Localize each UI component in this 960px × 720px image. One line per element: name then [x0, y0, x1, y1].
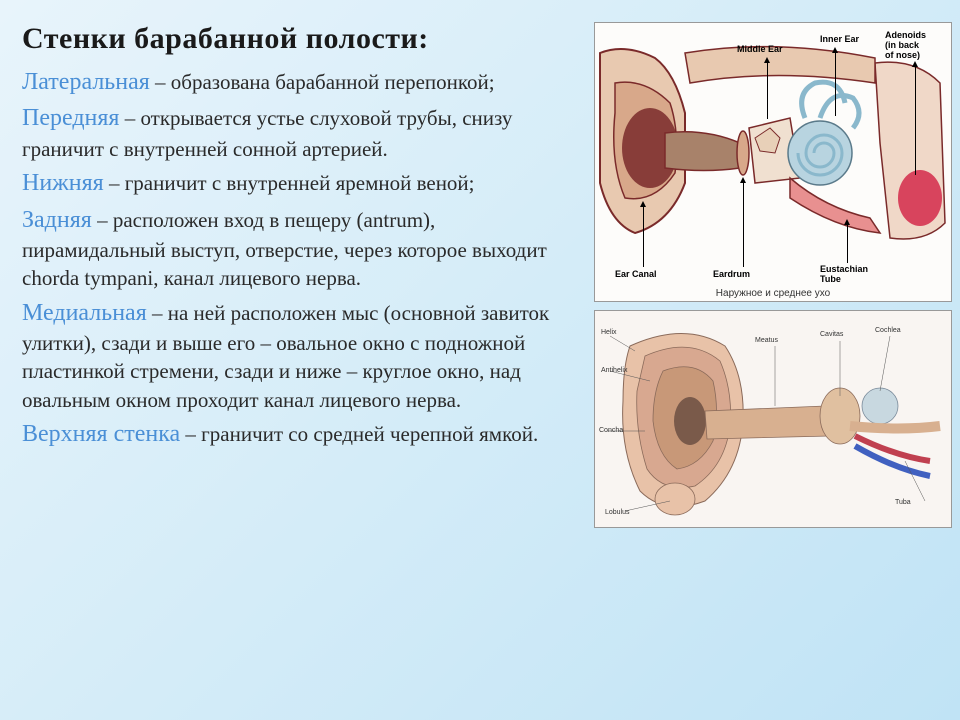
arrow-icon	[643, 205, 644, 267]
label-ear-canal: Ear Canal	[615, 270, 657, 280]
label-eardrum: Eardrum	[713, 270, 750, 280]
arrow-icon	[835, 51, 836, 116]
micro-label: Meatus	[755, 337, 778, 344]
wall-inferior: Нижняя – граничит с внутренней яремной в…	[22, 167, 582, 199]
micro-label: Tuba	[895, 499, 911, 506]
arrow-icon	[743, 181, 744, 267]
wall-desc: – расположен вход в пещеру (antrum), пир…	[22, 208, 547, 291]
wall-name: Медиальная	[22, 300, 147, 326]
label-adenoids: Adenoids (in back of nose)	[885, 31, 926, 61]
wall-medial: Медиальная – на ней расположен мыс (осно…	[22, 297, 582, 414]
wall-name: Передняя	[22, 105, 119, 131]
ear-external-diagram: Helix Antihelix Concha Lobulus Meatus Ca…	[594, 310, 952, 528]
wall-posterior: Задняя – расположен вход в пещеру (antru…	[22, 204, 582, 293]
micro-label: Helix	[601, 329, 617, 336]
label-middle-ear: Middle Ear	[737, 45, 783, 55]
wall-name: Нижняя	[22, 170, 104, 196]
wall-name: Верхняя стенка	[22, 421, 180, 447]
wall-desc: – образована барабанной перепонкой;	[150, 70, 495, 94]
label-eustachian: Eustachian Tube	[820, 265, 868, 285]
anatomy-svg	[595, 23, 953, 303]
wall-lateral: Латеральная – образована барабанной пере…	[22, 66, 582, 98]
arrow-icon	[847, 223, 848, 263]
wall-desc: – граничит с внутренней яремной веной;	[104, 171, 475, 195]
wall-anterior: Передняя – открывается устье слуховой тр…	[22, 102, 582, 163]
micro-label: Cochlea	[875, 327, 901, 334]
micro-label: Lobulus	[605, 509, 630, 516]
arrow-icon	[915, 65, 916, 175]
diagram-caption: Наружное и среднее ухо	[595, 288, 951, 299]
micro-label: Cavitas	[820, 331, 843, 338]
label-inner-ear: Inner Ear	[820, 35, 859, 45]
micro-label: Concha	[599, 427, 623, 434]
wall-superior: Верхняя стенка – граничит со средней чер…	[22, 418, 582, 450]
page-title: Стенки барабанной полости:	[22, 22, 582, 56]
micro-label: Antihelix	[601, 367, 627, 374]
arrow-icon	[767, 61, 768, 119]
wall-desc: – граничит со средней черепной ямкой.	[180, 422, 538, 446]
wall-name: Латеральная	[22, 69, 150, 95]
wall-name: Задняя	[22, 207, 92, 233]
ear-cross-section-diagram: Middle Ear Inner Ear Adenoids (in back o…	[594, 22, 952, 302]
